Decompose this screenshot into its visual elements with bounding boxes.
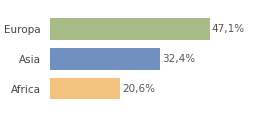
Bar: [50, 18, 209, 40]
Text: 32,4%: 32,4%: [162, 54, 195, 64]
Text: 47,1%: 47,1%: [212, 24, 245, 34]
Text: 20,6%: 20,6%: [122, 84, 155, 94]
Bar: [50, 48, 160, 70]
Bar: [50, 78, 120, 99]
